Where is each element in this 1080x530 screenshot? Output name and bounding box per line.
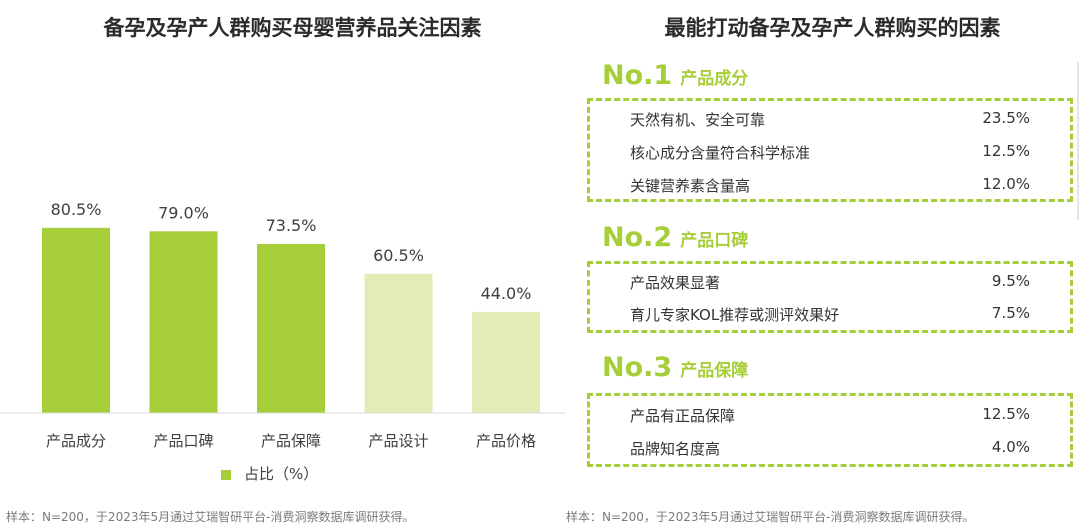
item-label: 品牌知名度高: [630, 440, 721, 458]
item-value: 12.5%: [982, 142, 1030, 160]
bar-chart: 80.5% 产品成分 79.0% 产品口碑 73.5% 产品保障 60.5% 产品设计 44.0…: [0, 200, 565, 450]
x-tick-label: 产品保障: [261, 432, 321, 450]
rank-3-number: No.3: [602, 352, 673, 383]
list-item: 品牌知名度高 4.0%: [630, 438, 1030, 468]
bar-4: [364, 273, 433, 413]
data-label: 79.0%: [158, 203, 209, 222]
chart-title: 备孕及孕产人群购买母婴营养品关注因素: [103, 16, 482, 40]
rank-2-box: 产品效果显著 9.5% 育儿专家KOL推荐或测评效果好 7.5%: [587, 261, 1073, 333]
list-item: 产品有正品保障 12.5%: [630, 405, 1030, 435]
list-item: 育儿专家KOL推荐或测评效果好 7.5%: [630, 304, 1030, 334]
legend-swatch: [221, 470, 231, 480]
rank-3-box: 产品有正品保障 12.5% 品牌知名度高 4.0%: [587, 393, 1073, 467]
rank-2-number: No.2: [602, 222, 673, 253]
x-tick-label: 产品口碑: [153, 432, 213, 450]
list-item: 天然有机、安全可靠 23.5%: [630, 109, 1030, 139]
left-source-note: 样本：N=200，于2023年5月通过艾瑞智研平台-消费洞察数据库调研获得。: [6, 510, 415, 524]
data-label: 80.5%: [51, 200, 102, 219]
rank-3-header: No.3 产品保障: [602, 352, 748, 383]
data-label: 44.0%: [481, 284, 532, 303]
rank-2-name: 产品口碑: [680, 231, 749, 251]
item-value: 9.5%: [991, 272, 1030, 290]
item-label: 核心成分含量符合科学标准: [630, 144, 811, 162]
item-value: 12.0%: [982, 175, 1030, 193]
bar-1: [42, 227, 110, 413]
x-tick-label: 产品成分: [46, 432, 106, 450]
bar-2: [149, 231, 218, 413]
legend-label: 占比（%）: [244, 465, 319, 483]
rank-1-number: No.1: [602, 60, 673, 91]
item-value: 4.0%: [991, 438, 1030, 456]
x-tick-label: 产品设计: [368, 432, 428, 450]
item-value: 12.5%: [982, 405, 1030, 423]
panel-edge-line: [1077, 62, 1079, 220]
item-value: 7.5%: [991, 304, 1030, 322]
data-label: 60.5%: [373, 246, 424, 265]
list-item: 产品效果显著 9.5%: [630, 272, 1030, 302]
item-value: 23.5%: [982, 109, 1030, 127]
item-label: 天然有机、安全可靠: [630, 111, 766, 129]
data-label: 73.5%: [266, 216, 317, 235]
item-label: 育儿专家KOL推荐或测评效果好: [630, 306, 840, 324]
right-source-note: 样本：N=200，于2023年5月通过艾瑞智研平台-消费洞察数据库调研获得。: [566, 510, 975, 524]
item-label: 产品效果显著: [630, 274, 721, 292]
rank-1-name: 产品成分: [680, 69, 749, 89]
rank-2-header: No.2 产品口碑: [602, 222, 748, 253]
rank-3-name: 产品保障: [680, 361, 749, 381]
item-label: 关键营养素含量高: [630, 177, 751, 195]
right-panel-title: 最能打动备孕及孕产人群购买的因素: [664, 16, 1001, 40]
list-item: 关键营养素含量高 12.0%: [630, 175, 1030, 205]
bar-3: [257, 243, 325, 413]
rank-1-header: No.1 产品成分: [602, 60, 748, 91]
x-tick-label: 产品价格: [476, 432, 536, 450]
item-label: 产品有正品保障: [630, 407, 736, 425]
list-item: 核心成分含量符合科学标准 12.5%: [630, 142, 1030, 172]
rank-1-box: 天然有机、安全可靠 23.5% 核心成分含量符合科学标准 12.5% 关键营养素…: [587, 98, 1073, 202]
bar-5: [472, 311, 540, 413]
